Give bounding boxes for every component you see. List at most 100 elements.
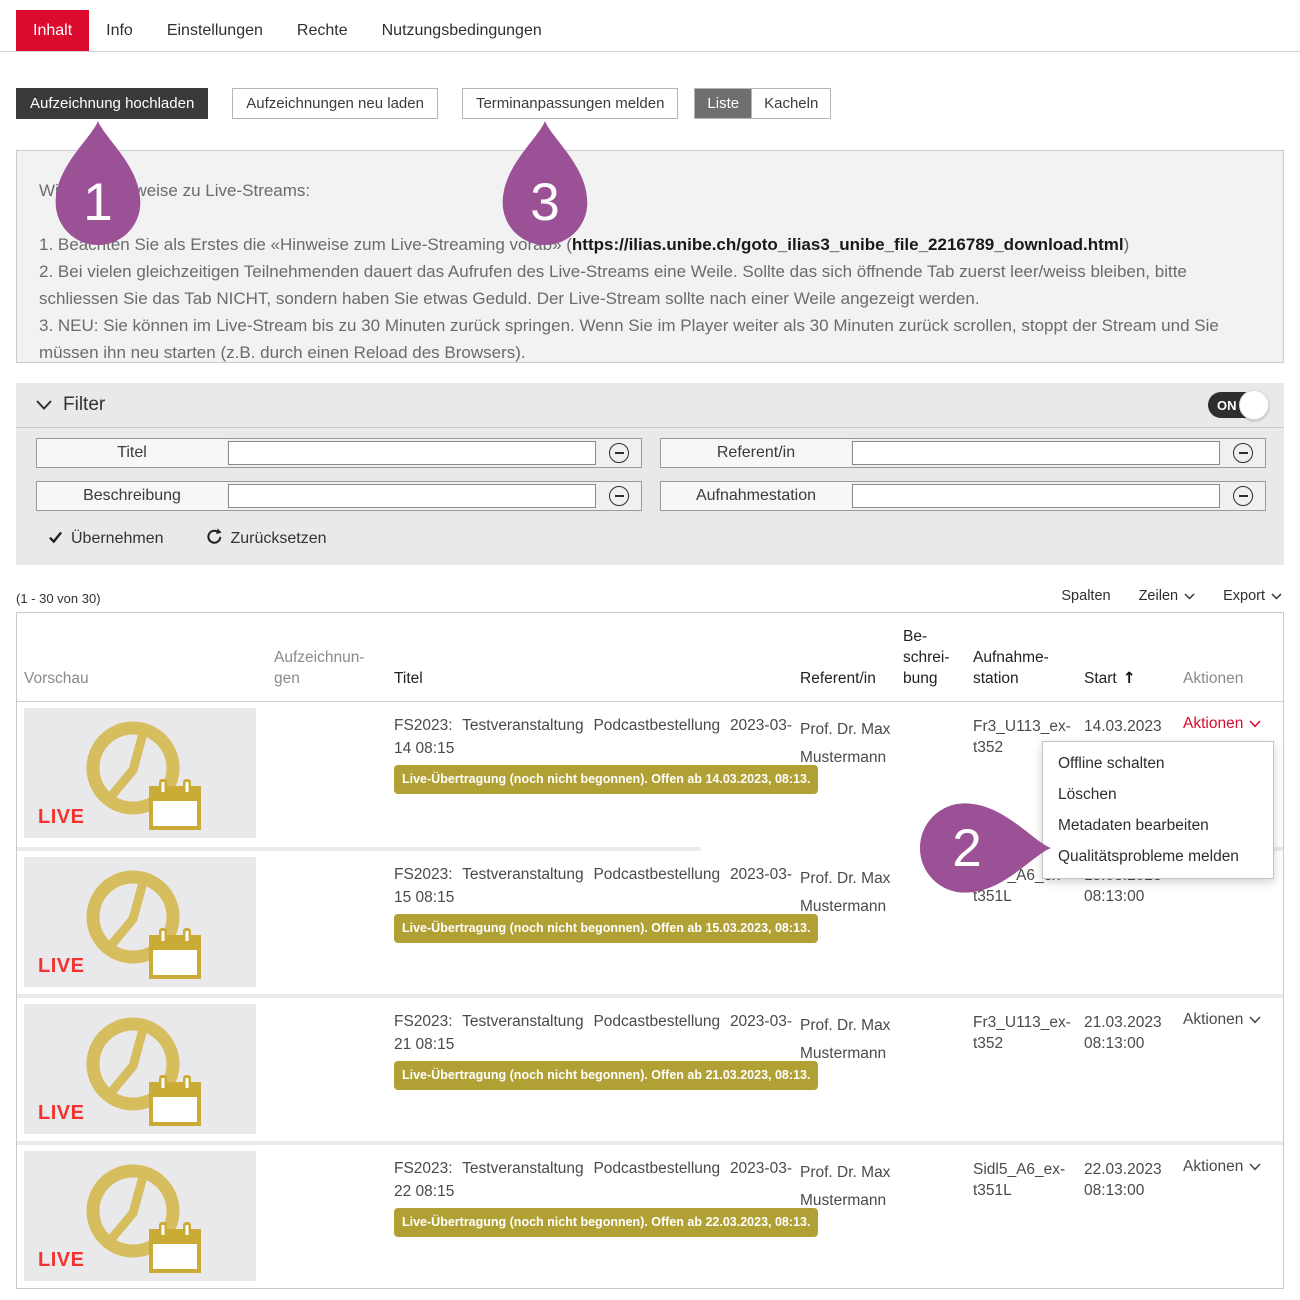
- recordings-table: Vorschau Aufzeichnun- gen Titel Referent…: [16, 612, 1284, 1289]
- toggle-knob: [1239, 390, 1269, 420]
- clock-calendar-icon: [86, 870, 201, 979]
- col-titel[interactable]: Titel: [394, 670, 423, 687]
- actions-dropdown[interactable]: Aktionen: [1183, 715, 1261, 733]
- remove-filter-referent-button[interactable]: [1221, 439, 1265, 467]
- referent-cell: Prof. Dr. Max Mustermann: [800, 721, 891, 766]
- reload-recordings-button[interactable]: Aufzeichnungen neu laden: [232, 88, 438, 119]
- status-badge: Live-Übertragung (noch nicht begonnen). …: [394, 914, 819, 943]
- tab-rechte[interactable]: Rechte: [296, 21, 348, 39]
- table-row: LIVE FS2023: Testveranstaltung Podcastbe…: [17, 702, 1283, 847]
- remove-filter-titel-button[interactable]: [597, 439, 641, 467]
- col-referent[interactable]: Referent/in: [800, 670, 876, 687]
- highlight-blob: [898, 818, 968, 874]
- rows-control[interactable]: Zeilen: [1139, 588, 1196, 604]
- tab-nutzungsbedingungen[interactable]: Nutzungsbedingungen: [381, 21, 542, 39]
- menu-item-qualitaetsprobleme-melden[interactable]: Qualitätsprobleme melden: [1058, 847, 1239, 865]
- status-badge: Live-Übertragung (noch nicht begonnen). …: [394, 1208, 819, 1237]
- filter-input-beschreibung[interactable]: [228, 484, 596, 508]
- minus-circle-icon: [1233, 486, 1253, 506]
- filter-actions: Übernehmen Zurücksetzen: [16, 511, 1284, 550]
- start-cell: 21.03.2023 08:13:00: [1084, 1014, 1162, 1052]
- table-header: Vorschau Aufzeichnun- gen Titel Referent…: [17, 613, 1283, 702]
- recording-title[interactable]: FS2023: Testveranstaltung Podcastbestell…: [394, 866, 792, 906]
- remove-filter-aufnahmestation-button[interactable]: [1221, 482, 1265, 510]
- status-badge: Live-Übertragung (noch nicht begonnen). …: [394, 1061, 819, 1090]
- live-label: LIVE: [38, 806, 85, 828]
- actions-dropdown[interactable]: Aktionen: [1183, 1011, 1261, 1029]
- chevron-down-icon: [1249, 720, 1261, 728]
- actions-menu: Offline schalten Löschen Metadaten bearb…: [1042, 741, 1274, 879]
- status-badge: Live-Übertragung (noch nicht begonnen). …: [394, 765, 819, 794]
- station-cell: Fr3_U113_ex- t352: [973, 718, 1071, 756]
- col-aktionen: Aktionen: [1183, 670, 1244, 687]
- filter-input-titel[interactable]: [228, 441, 596, 465]
- preview-thumbnail[interactable]: LIVE: [24, 857, 256, 987]
- filter-field-beschreibung: Beschreibung: [36, 481, 642, 511]
- start-cell: 22.03.2023 08:13:00: [1084, 1161, 1162, 1199]
- preview-thumbnail[interactable]: LIVE: [24, 708, 256, 838]
- toggle-state-label: ON: [1217, 397, 1237, 413]
- beschreibung-cell: [903, 857, 973, 987]
- minus-circle-icon: [1233, 443, 1253, 463]
- recording-title[interactable]: FS2023: Testveranstaltung Podcastbestell…: [394, 717, 792, 757]
- info-item-1: 1. Beachten Sie als Erstes die «Hinweise…: [39, 231, 1261, 258]
- menu-item-loeschen[interactable]: Löschen: [1058, 785, 1117, 803]
- report-schedule-changes-button[interactable]: Terminanpassungen melden: [461, 88, 679, 119]
- col-aufnahmestation[interactable]: Aufnahme- station: [973, 649, 1049, 687]
- table-row: LIVE FS2023: Testveranstaltung Podcastbe…: [17, 994, 1283, 1141]
- check-icon: [48, 530, 63, 549]
- export-control[interactable]: Export: [1223, 588, 1282, 604]
- col-beschreibung[interactable]: Be- schrei- bung: [903, 628, 950, 687]
- menu-item-metadaten-bearbeiten[interactable]: Metadaten bearbeiten: [1058, 816, 1209, 834]
- table-meta-row: (1 - 30 von 30) Spalten Zeilen Export: [16, 588, 1284, 610]
- filter-header[interactable]: Filter ON: [16, 383, 1284, 428]
- upload-recording-button[interactable]: Aufzeichnung hochladen: [16, 88, 209, 119]
- filter-fields: Titel Referent/in Beschreibung Aufnahmes…: [16, 428, 1284, 511]
- menu-item-offline-schalten[interactable]: Offline schalten: [1058, 754, 1165, 772]
- table-row: LIVE FS2023: Testveranstaltung Podcastbe…: [17, 847, 1283, 994]
- filter-label-aufnahmestation: Aufnahmestation: [661, 482, 851, 510]
- filter-label-beschreibung: Beschreibung: [37, 482, 227, 510]
- minus-circle-icon: [609, 443, 629, 463]
- filter-field-aufnahmestation: Aufnahmestation: [660, 481, 1266, 511]
- live-label: LIVE: [38, 1102, 85, 1124]
- station-cell: Fr3_U113_ex- t352: [973, 1014, 1071, 1052]
- recording-title[interactable]: FS2023: Testveranstaltung Podcastbestell…: [394, 1160, 792, 1200]
- info-download-link[interactable]: https://ilias.unibe.ch/goto_ilias3_unibe…: [571, 235, 1124, 254]
- chevron-down-icon: [1271, 592, 1282, 600]
- preview-thumbnail[interactable]: LIVE: [24, 1151, 256, 1281]
- apply-filter-button[interactable]: Übernehmen: [48, 528, 164, 550]
- preview-thumbnail[interactable]: LIVE: [24, 1004, 256, 1134]
- remove-filter-beschreibung-button[interactable]: [597, 482, 641, 510]
- filter-panel: Filter ON Titel Referent/in Beschreibung: [16, 383, 1284, 565]
- col-aufzeichnungen: Aufzeichnun- gen: [274, 649, 365, 687]
- view-tiles-button[interactable]: Kacheln: [751, 89, 831, 118]
- info-heading: Wichtige Hinweise zu Live-Streams:: [39, 181, 311, 200]
- reset-filter-button[interactable]: Zurücksetzen: [206, 528, 327, 550]
- view-switcher: Liste Kacheln: [694, 88, 832, 119]
- apply-filter-label: Übernehmen: [71, 530, 164, 547]
- tab-inhalt[interactable]: Inhalt: [16, 10, 90, 51]
- beschreibung-cell: [903, 1151, 973, 1281]
- live-stream-info-box: Wichtige Hinweise zu Live-Streams: 1. Be…: [16, 150, 1284, 363]
- actions-dropdown[interactable]: Aktionen: [1183, 1158, 1261, 1176]
- referent-cell: Prof. Dr. Max Mustermann: [800, 1164, 891, 1209]
- columns-control[interactable]: Spalten: [1061, 588, 1111, 604]
- chevron-down-icon: [1249, 1016, 1261, 1024]
- refresh-icon: [206, 528, 223, 550]
- aufzeichnungen-cell: [274, 857, 394, 987]
- recording-title[interactable]: FS2023: Testveranstaltung Podcastbestell…: [394, 1013, 792, 1053]
- filter-input-referent[interactable]: [852, 441, 1220, 465]
- aufzeichnungen-cell: [274, 1004, 394, 1134]
- tab-bar: Inhalt Info Einstellungen Rechte Nutzung…: [0, 0, 1300, 52]
- info-item-1-suffix: ): [1123, 235, 1130, 254]
- col-start[interactable]: Start ↑: [1084, 669, 1136, 687]
- aufzeichnungen-cell: [274, 708, 394, 840]
- table-controls: Spalten Zeilen Export: [1061, 588, 1282, 604]
- view-list-button[interactable]: Liste: [695, 89, 752, 118]
- tab-einstellungen[interactable]: Einstellungen: [166, 21, 263, 39]
- filter-on-toggle[interactable]: ON: [1208, 390, 1269, 420]
- filter-field-referent: Referent/in: [660, 438, 1266, 468]
- tab-info[interactable]: Info: [106, 21, 133, 39]
- filter-input-aufnahmestation[interactable]: [852, 484, 1220, 508]
